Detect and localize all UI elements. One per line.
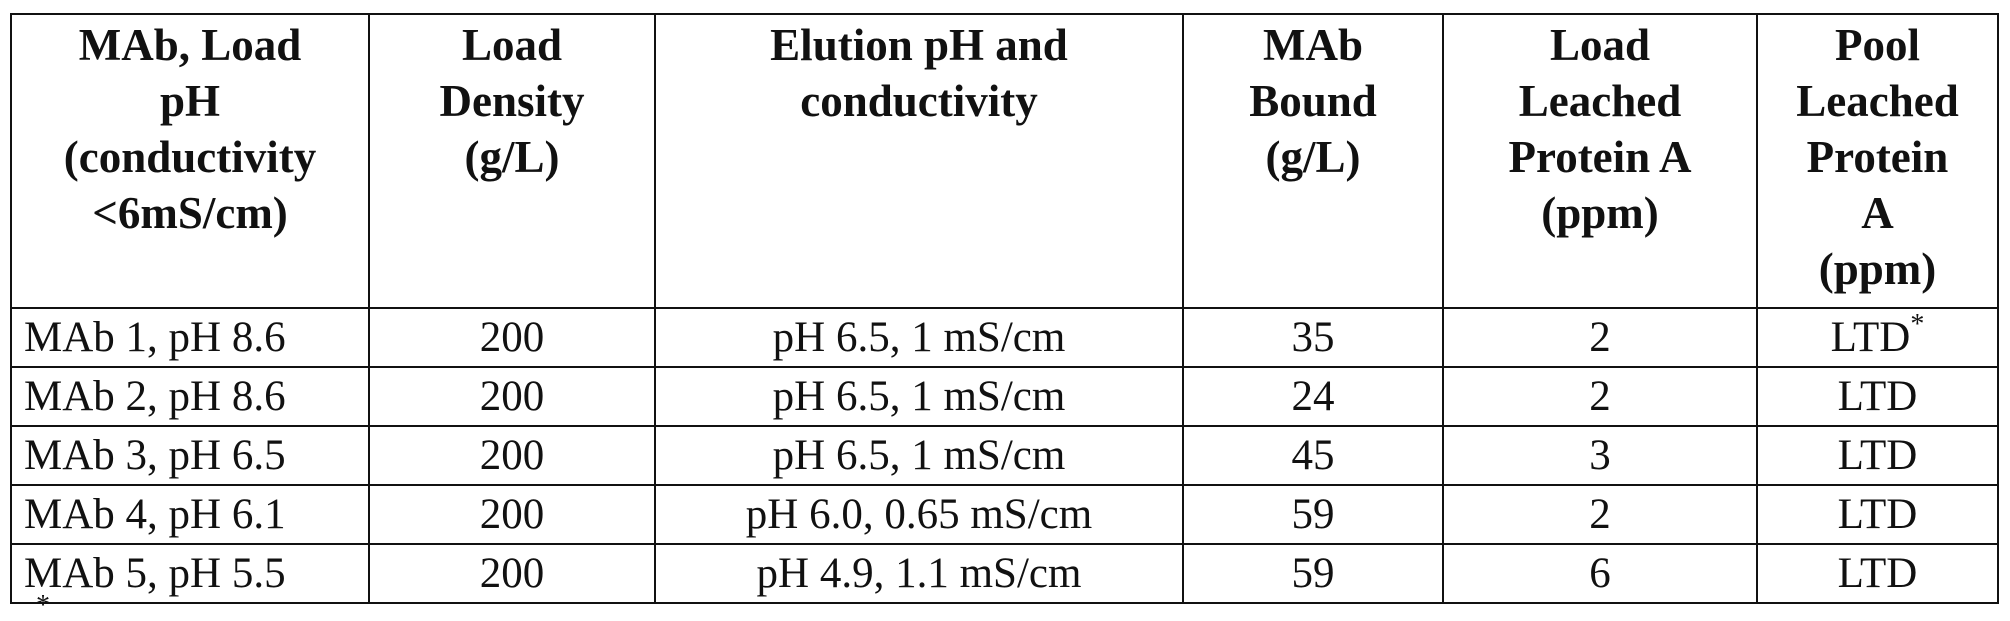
table-cell: 24 [1183, 367, 1443, 426]
header-cell: PoolLeachedProteinA(ppm) [1757, 14, 1998, 308]
table-cell: 35 [1183, 308, 1443, 367]
cell-text: 2 [1589, 314, 1611, 361]
cell-text: pH 6.5, 1 mS/cm [773, 373, 1066, 420]
header-line: Load [370, 17, 654, 73]
header-line: Density [370, 73, 654, 129]
cell-text: MAb 2, pH 8.6 [24, 373, 286, 420]
table-cell: LTD* [1757, 308, 1998, 367]
table-cell: 200 [369, 308, 655, 367]
table-cell: 6 [1443, 544, 1757, 603]
cell-text: MAb 5, pH 5.5 [24, 550, 286, 597]
table-header: MAb, LoadpH(conductivity<6mS/cm)LoadDens… [11, 14, 1998, 308]
header-line: MAb [1184, 17, 1442, 73]
header-line: Pool [1758, 17, 1997, 73]
header-line: pH [12, 73, 368, 129]
table-row: MAb 1, pH 8.6 200 pH 6.5, 1 mS/cm 35 2 LTD* [11, 308, 1998, 367]
cell-text: 200 [480, 314, 545, 361]
header-line: (ppm) [1758, 241, 1997, 297]
table-cell: 200 [369, 426, 655, 485]
table-cell: pH 4.9, 1.1 mS/cm [655, 544, 1183, 603]
cell-text: pH 4.9, 1.1 mS/cm [757, 550, 1082, 597]
table-cell: MAb 1, pH 8.6 [11, 308, 369, 367]
header-line: <6mS/cm) [12, 185, 368, 241]
table-cell: 2 [1443, 367, 1757, 426]
table-cell: 45 [1183, 426, 1443, 485]
cell-text: MAb 4, pH 6.1 [24, 491, 286, 538]
header-line: conductivity [656, 73, 1182, 129]
table-cell: MAb 2, pH 8.6 [11, 367, 369, 426]
table-body: MAb 1, pH 8.6200pH 6.5, 1 mS/cm352LTD*MA… [11, 308, 1998, 603]
cell-text: MAb 1, pH 8.6 [24, 314, 286, 361]
cell-text: LTD [1831, 314, 1911, 361]
header-line: Leached [1444, 73, 1756, 129]
header-line: Protein [1758, 129, 1997, 185]
table-cell: 200 [369, 367, 655, 426]
table-cell: 59 [1183, 485, 1443, 544]
cell-text: pH 6.5, 1 mS/cm [773, 432, 1066, 479]
table-cell: MAb 5, pH 5.5 [11, 544, 369, 603]
table-row: MAb 2, pH 8.6 200 pH 6.5, 1 mS/cm 24 2 LTD [11, 367, 1998, 426]
header-cell: Elution pH andconductivity [655, 14, 1183, 308]
header-line: Leached [1758, 73, 1997, 129]
cell-text: 3 [1589, 432, 1611, 479]
table-cell: LTD [1757, 544, 1998, 603]
cell-text: 200 [480, 373, 545, 420]
table-cell: pH 6.5, 1 mS/cm [655, 308, 1183, 367]
table-cell: pH 6.5, 1 mS/cm [655, 426, 1183, 485]
cell-text: LTD [1838, 491, 1918, 538]
table-cell: MAb 4, pH 6.1 [11, 485, 369, 544]
table-cell: MAb 3, pH 6.5 [11, 426, 369, 485]
cell-text: LTD [1838, 432, 1918, 479]
header-line: (g/L) [1184, 129, 1442, 185]
cell-text: 59 [1292, 491, 1335, 538]
header-line: Protein A [1444, 129, 1756, 185]
header-line: Bound [1184, 73, 1442, 129]
table-cell: 200 [369, 485, 655, 544]
cell-text: 200 [480, 491, 545, 538]
cell-text: 45 [1292, 432, 1335, 479]
data-table: MAb, LoadpH(conductivity<6mS/cm)LoadDens… [10, 13, 1999, 604]
table-cell: LTD [1757, 426, 1998, 485]
cell-text: LTD [1838, 550, 1918, 597]
header-line: A [1758, 185, 1997, 241]
header-line: Elution pH and [656, 17, 1182, 73]
table-cell: 2 [1443, 485, 1757, 544]
table-cell: 200 [369, 544, 655, 603]
header-row: MAb, LoadpH(conductivity<6mS/cm)LoadDens… [11, 14, 1998, 308]
cell-text: pH 6.5, 1 mS/cm [773, 314, 1066, 361]
cell-text: 200 [480, 432, 545, 479]
table-cell: 3 [1443, 426, 1757, 485]
cell-text: 6 [1589, 550, 1611, 597]
table-row: MAb 3, pH 6.5 200 pH 6.5, 1 mS/cm 45 3 LTD [11, 426, 1998, 485]
header-cell: MAb, LoadpH(conductivity<6mS/cm) [11, 14, 369, 308]
header-cell: LoadDensity(g/L) [369, 14, 655, 308]
header-line: MAb, Load [12, 17, 368, 73]
table-cell: LTD [1757, 367, 1998, 426]
cell-text: pH 6.0, 0.65 mS/cm [746, 491, 1092, 538]
table-cell: 2 [1443, 308, 1757, 367]
footnote: * [36, 592, 50, 620]
cell-text: 200 [480, 550, 545, 597]
header-line: (conductivity [12, 129, 368, 185]
cell-text: 2 [1589, 373, 1611, 420]
header-line: Load [1444, 17, 1756, 73]
cell-text: 24 [1292, 373, 1335, 420]
table-row: MAb 5, pH 5.5 200 pH 4.9, 1.1 mS/cm 59 6 LTD [11, 544, 1998, 603]
table-cell: 59 [1183, 544, 1443, 603]
header-cell: MAbBound(g/L) [1183, 14, 1443, 308]
table-cell: pH 6.5, 1 mS/cm [655, 367, 1183, 426]
header-cell: LoadLeachedProtein A(ppm) [1443, 14, 1757, 308]
cell-text: 59 [1292, 550, 1335, 597]
cell-text: 35 [1292, 314, 1335, 361]
cell-text: LTD [1838, 373, 1918, 420]
table-cell: LTD [1757, 485, 1998, 544]
table-cell: pH 6.0, 0.65 mS/cm [655, 485, 1183, 544]
table-row: MAb 4, pH 6.1 200 pH 6.0, 0.65 mS/cm 59 2 LTD [11, 485, 1998, 544]
note-ref: * [1910, 309, 1924, 340]
header-line: (ppm) [1444, 185, 1756, 241]
header-line: (g/L) [370, 129, 654, 185]
cell-text: MAb 3, pH 6.5 [24, 432, 286, 479]
cell-text: 2 [1589, 491, 1611, 538]
